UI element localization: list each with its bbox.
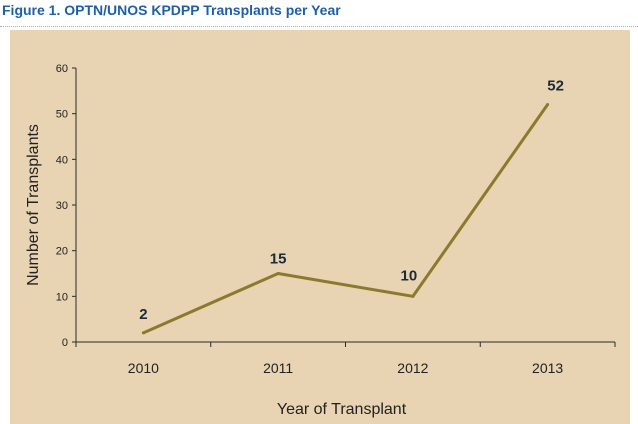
x-tick-label: 2012 (397, 360, 428, 376)
figure-title: Figure 1. OPTN/UNOS KPDPP Transplants pe… (2, 2, 341, 18)
chart-panel (10, 30, 630, 424)
series-line (142, 103, 549, 335)
x-axis: 2010 2011 2012 2013 (75, 341, 616, 376)
data-label: 2 (139, 306, 147, 323)
data-point (141, 331, 145, 335)
data-point (546, 103, 550, 107)
y-tick-label: 20 (56, 246, 68, 258)
y-axis: 0 10 20 30 40 50 60 (56, 63, 77, 349)
y-tick-label: 50 (56, 109, 68, 121)
y-tick-label: 0 (62, 337, 68, 349)
x-axis-title: Year of Transplant (277, 401, 407, 418)
data-point (411, 294, 415, 298)
y-tick-label: 60 (56, 63, 68, 75)
data-label: 10 (401, 267, 418, 284)
y-axis-title: Number of Transplants (25, 124, 42, 286)
data-label: 52 (547, 78, 564, 95)
x-tick-label: 2010 (128, 360, 159, 376)
y-tick-label: 40 (56, 154, 68, 166)
data-point (276, 272, 280, 275)
data-labels-layer: 2 15 10 52 (139, 78, 564, 323)
x-tick-label: 2011 (263, 360, 293, 376)
title-divider (0, 26, 638, 27)
series-layer (141, 103, 550, 335)
data-label: 15 (270, 251, 287, 268)
y-tick-label: 10 (56, 291, 68, 303)
y-tick-label: 30 (56, 200, 68, 212)
x-tick-label: 2013 (532, 360, 563, 376)
